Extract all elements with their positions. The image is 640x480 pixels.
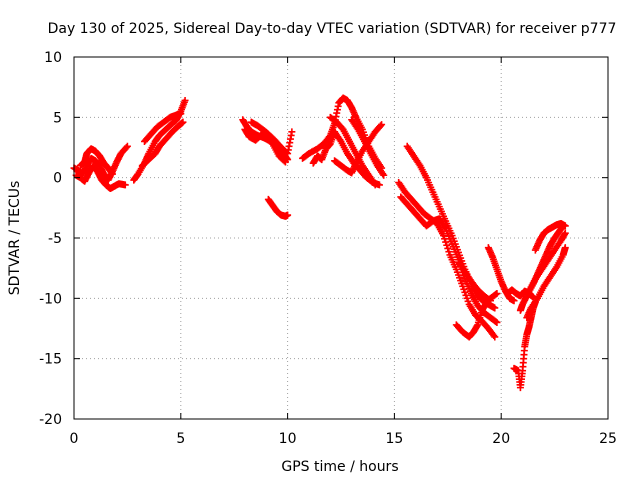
data-point bbox=[284, 211, 292, 219]
data-point bbox=[487, 297, 495, 305]
data-point bbox=[371, 181, 379, 189]
x-tick-label: 0 bbox=[70, 431, 79, 447]
axis-ticks: 0 5 10 15 20 25 -20 -15 -10 -5 0 5 10 bbox=[39, 50, 617, 447]
x-tick-label: 10 bbox=[279, 431, 297, 447]
x-axis-label: GPS time / hours bbox=[281, 459, 398, 475]
data-points bbox=[70, 94, 569, 392]
data-point bbox=[510, 297, 518, 305]
data-point bbox=[108, 170, 116, 178]
data-point bbox=[485, 296, 493, 304]
x-tick-label: 20 bbox=[492, 431, 510, 447]
data-point bbox=[493, 318, 501, 326]
chart-title: Day 130 of 2025, Sidereal Day-to-day VTE… bbox=[48, 21, 617, 37]
data-point bbox=[491, 333, 499, 341]
y-axis-label: SDTVAR / TECUs bbox=[7, 181, 23, 296]
data-point bbox=[445, 248, 453, 256]
y-tick-label: -15 bbox=[39, 352, 62, 368]
y-tick-label: -10 bbox=[39, 291, 62, 307]
data-point bbox=[377, 122, 385, 130]
x-tick-label: 5 bbox=[176, 431, 185, 447]
data-point bbox=[443, 241, 451, 249]
data-point bbox=[492, 290, 500, 298]
data-point bbox=[281, 158, 289, 166]
data-point bbox=[561, 222, 569, 230]
data-point bbox=[179, 118, 187, 126]
y-tick-label: 0 bbox=[53, 171, 62, 187]
data-point bbox=[561, 244, 569, 252]
data-point bbox=[380, 171, 388, 179]
data-point bbox=[493, 290, 501, 298]
data-point bbox=[378, 121, 386, 129]
data-point bbox=[491, 304, 499, 312]
data-point bbox=[280, 157, 288, 165]
data-point bbox=[121, 181, 129, 189]
data-point bbox=[561, 229, 569, 237]
x-tick-label: 25 bbox=[599, 431, 617, 447]
y-tick-label: 5 bbox=[53, 110, 62, 126]
y-tick-label: 10 bbox=[44, 50, 62, 66]
data-point bbox=[490, 332, 498, 340]
x-tick-label: 15 bbox=[385, 431, 403, 447]
data-point bbox=[288, 128, 296, 136]
y-tick-label: -5 bbox=[48, 231, 62, 247]
data-point bbox=[177, 110, 185, 118]
data-point bbox=[444, 244, 452, 252]
data-point bbox=[492, 318, 500, 326]
data-point bbox=[123, 142, 131, 150]
y-tick-label: -20 bbox=[39, 412, 62, 428]
data-point bbox=[122, 144, 130, 151]
data-point bbox=[181, 96, 189, 104]
